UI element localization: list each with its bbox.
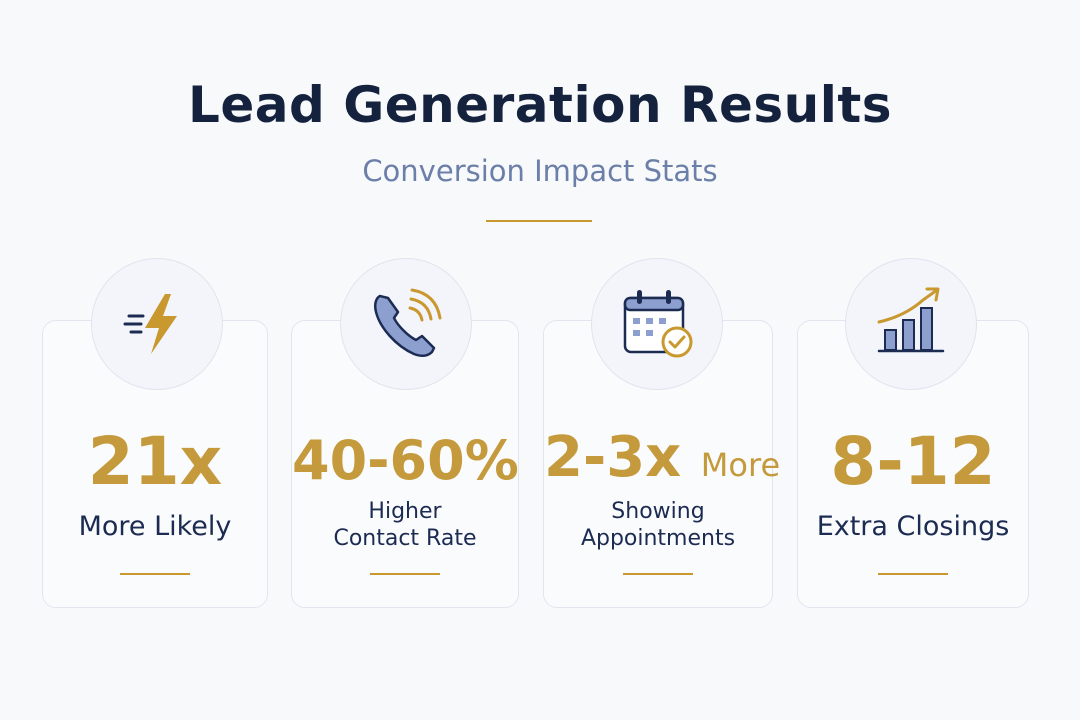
growth-chart-icon xyxy=(845,258,977,390)
stat-divider xyxy=(370,573,440,575)
stat-label-line2: Contact Rate xyxy=(333,526,477,551)
stat-value: 21x xyxy=(87,423,223,500)
stat-value: 40-60% xyxy=(292,429,519,492)
stat-divider xyxy=(623,573,693,575)
stat-value-suffix: More xyxy=(700,446,781,484)
title-divider xyxy=(486,220,592,222)
stat-label: Extra Closings xyxy=(816,511,1010,542)
calendar-check-icon xyxy=(591,258,723,390)
stat-divider xyxy=(878,573,948,575)
stat-label-line1: Showing xyxy=(611,499,705,524)
stat-card-appointments: 2-3x More Showing Appointments xyxy=(543,320,781,608)
page-subtitle: Conversion Impact Stats xyxy=(362,154,718,188)
phone-ringing-icon xyxy=(340,258,472,390)
stat-label-line2: Appointments xyxy=(580,526,736,551)
stat-value: 8-12 xyxy=(830,423,996,500)
lightning-bolt-icon xyxy=(91,258,223,390)
page-title: Lead Generation Results xyxy=(187,76,893,134)
stat-value: 2-3x More xyxy=(544,425,781,490)
stat-divider xyxy=(120,573,190,575)
stat-label-line1: Higher xyxy=(368,499,442,524)
stat-label: More Likely xyxy=(78,511,232,542)
